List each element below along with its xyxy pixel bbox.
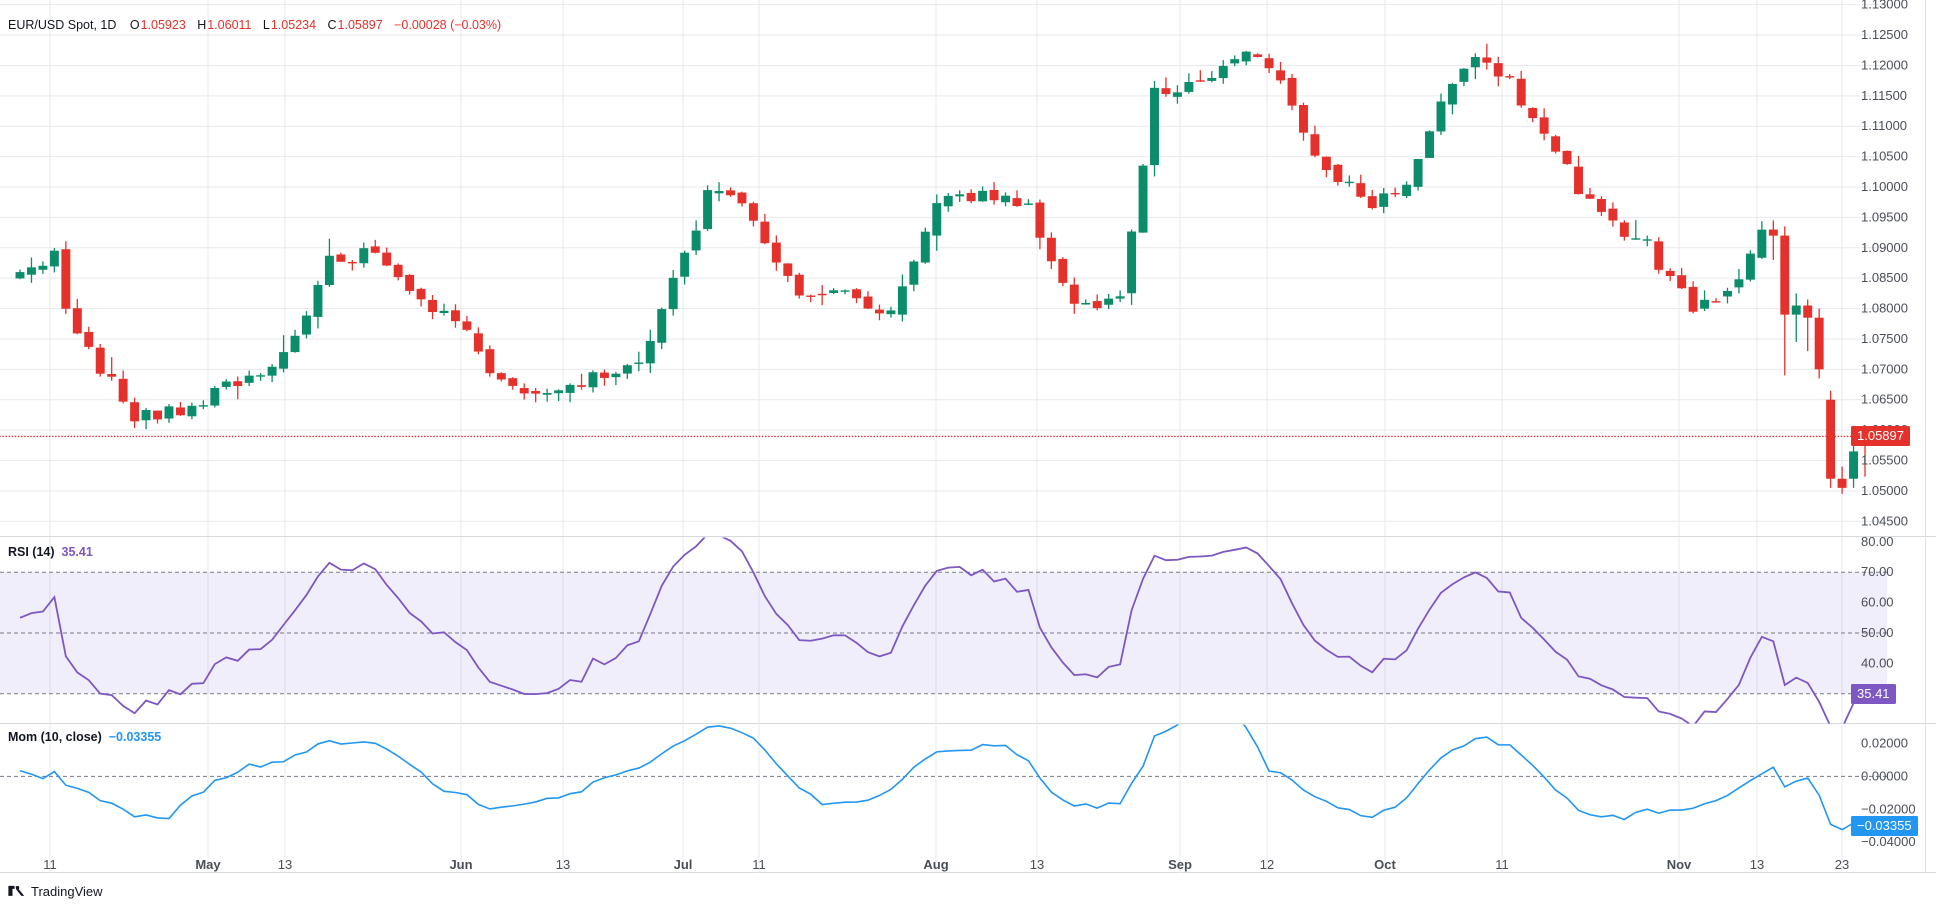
svg-text:1.10500: 1.10500	[1861, 149, 1908, 164]
svg-text:1.07500: 1.07500	[1861, 331, 1908, 346]
svg-text:13: 13	[278, 857, 292, 872]
svg-text:11: 11	[1495, 857, 1509, 872]
svg-text:1.09000: 1.09000	[1861, 240, 1908, 255]
svg-text:1.12000: 1.12000	[1861, 57, 1908, 72]
svg-text:1.11500: 1.11500	[1861, 88, 1907, 103]
svg-text:1.06500: 1.06500	[1861, 392, 1908, 407]
svg-text:1.12500: 1.12500	[1861, 27, 1908, 42]
svg-text:50.00: 50.00	[1861, 625, 1894, 640]
svg-text:0.02000: 0.02000	[1861, 736, 1908, 751]
svg-text:1.13000: 1.13000	[1861, 0, 1908, 12]
svg-text:−0.04000: −0.04000	[1861, 834, 1916, 849]
svg-text:60.00: 60.00	[1861, 595, 1894, 610]
svg-text:1.09500: 1.09500	[1861, 209, 1908, 224]
svg-text:−0.02000: −0.02000	[1861, 801, 1916, 816]
svg-text:11: 11	[752, 857, 766, 872]
svg-text:1.05000: 1.05000	[1861, 483, 1908, 498]
svg-text:12: 12	[1260, 857, 1274, 872]
svg-text:80.00: 80.00	[1861, 534, 1894, 549]
svg-text:Jun: Jun	[449, 857, 472, 872]
svg-text:1.11000: 1.11000	[1861, 118, 1907, 133]
svg-text:11: 11	[43, 857, 57, 872]
svg-text:13: 13	[1030, 857, 1044, 872]
svg-text:40.00: 40.00	[1861, 655, 1894, 670]
svg-text:13: 13	[1750, 857, 1764, 872]
svg-text:1.08500: 1.08500	[1861, 270, 1908, 285]
svg-text:Jul: Jul	[674, 857, 693, 872]
svg-text:13: 13	[556, 857, 570, 872]
svg-text:Aug: Aug	[923, 857, 948, 872]
svg-text:1.04500: 1.04500	[1861, 513, 1908, 528]
svg-text:1.07000: 1.07000	[1861, 361, 1908, 376]
svg-text:70.00: 70.00	[1861, 564, 1894, 579]
svg-text:May: May	[195, 857, 221, 872]
svg-text:23: 23	[1835, 857, 1849, 872]
svg-text:Oct: Oct	[1374, 857, 1396, 872]
svg-text:0.00000: 0.00000	[1861, 768, 1908, 783]
svg-text:1.05500: 1.05500	[1861, 453, 1908, 468]
svg-text:Nov: Nov	[1667, 857, 1692, 872]
svg-text:1.10000: 1.10000	[1861, 179, 1908, 194]
svg-text:1.08000: 1.08000	[1861, 301, 1908, 316]
svg-text:Sep: Sep	[1168, 857, 1192, 872]
